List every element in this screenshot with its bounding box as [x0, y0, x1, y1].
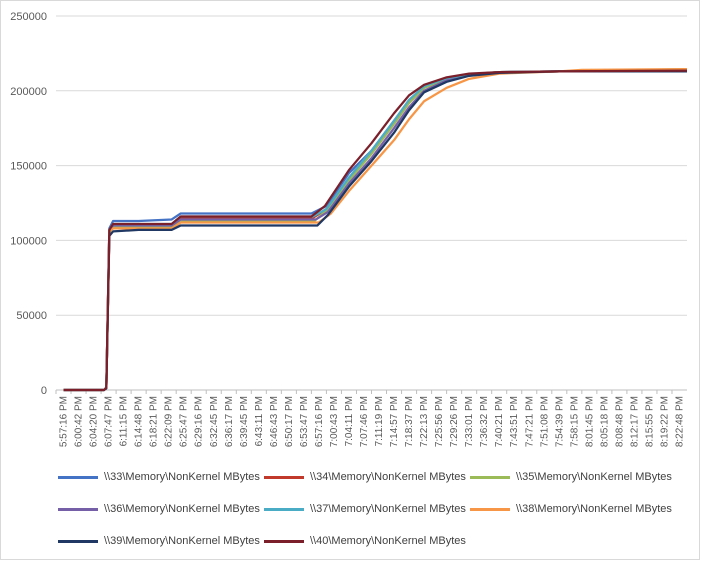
y-tick-label: 0 [41, 385, 47, 397]
x-tick-label: 6:43:11 PM [254, 396, 265, 446]
legend-item: \\36\Memory\NonKernel MBytes [58, 501, 260, 517]
x-tick-label: 6:07:47 PM [104, 396, 115, 447]
x-tick-label: 8:05:18 PM [599, 396, 610, 447]
legend-swatch [58, 507, 98, 511]
legend-item: \\39\Memory\NonKernel MBytes [58, 533, 260, 549]
x-tick-label: 7:47:21 PM [524, 396, 535, 447]
y-tick-label: 50000 [16, 310, 47, 322]
x-tick-label: 7:18:37 PM [404, 396, 415, 447]
y-tick-label: 250000 [10, 11, 47, 23]
x-tick-label: 6:11:15 PM [119, 396, 130, 446]
legend-label: \\35\Memory\NonKernel MBytes [516, 471, 672, 483]
x-tick-label: 6:39:45 PM [239, 396, 250, 447]
x-tick-label: 6:53:47 PM [299, 396, 310, 447]
y-axis-ticks: 250000 200000 150000 100000 50000 0 [10, 11, 47, 397]
x-tick-label: 7:43:51 PM [509, 396, 520, 447]
x-tick-label: 7:58:15 PM [569, 396, 580, 447]
x-tick-label: 7:07:46 PM [359, 396, 370, 447]
x-tick-label: 7:14:57 PM [389, 396, 400, 447]
legend-swatch [264, 475, 304, 479]
x-tick-label: 6:32:45 PM [209, 396, 220, 447]
x-tick-label: 7:33:01 PM [464, 396, 475, 447]
legend-label: \\33\Memory\NonKernel MBytes [104, 471, 260, 483]
x-tick-label: 6:46:43 PM [269, 396, 280, 447]
x-tick-label: 8:01:45 PM [584, 396, 595, 447]
x-tick-label: 7:51:08 PM [539, 396, 550, 447]
y-tick-label: 150000 [10, 161, 47, 173]
x-tick-label: 7:29:26 PM [449, 396, 460, 447]
x-tick-label: 8:15:55 PM [644, 396, 655, 447]
x-tick-label: 7:11:19 PM [374, 396, 385, 446]
legend-swatch [58, 475, 98, 479]
legend-swatch [470, 475, 510, 479]
x-tick-label: 6:18:21 PM [149, 396, 160, 447]
x-tick-label: 6:04:20 PM [89, 396, 100, 447]
legend-item: \\33\Memory\NonKernel MBytes [58, 469, 260, 485]
x-tick-label: 7:04:11 PM [344, 396, 355, 446]
legend-swatch [58, 539, 98, 543]
x-tick-label: 6:25:47 PM [179, 396, 190, 447]
legend-label: \\36\Memory\NonKernel MBytes [104, 503, 260, 515]
series-line-8 [63, 69, 688, 392]
legend-label: \\40\Memory\NonKernel MBytes [310, 535, 466, 547]
y-tick-label: 100000 [10, 235, 47, 247]
x-tick-label: 6:57:16 PM [314, 396, 325, 447]
legend-label: \\34\Memory\NonKernel MBytes [310, 471, 466, 483]
legend-item: \\34\Memory\NonKernel MBytes [264, 469, 466, 485]
x-tick-label: 8:19:22 PM [659, 396, 670, 447]
series-line-7 [63, 70, 687, 392]
legend-swatch [264, 507, 304, 511]
x-axis-ticks: 5:57:16 PM 6:00:42 PM 6:04:20 PM 6:07:47 PM… [55, 390, 685, 447]
legend-label: \\37\Memory\NonKernel MBytes [310, 503, 466, 515]
legend-label: \\38\Memory\NonKernel MBytes [516, 503, 672, 515]
legend-item: \\37\Memory\NonKernel MBytes [264, 501, 466, 517]
legend-swatch [470, 507, 510, 511]
legend-label: \\39\Memory\NonKernel MBytes [104, 535, 260, 547]
x-tick-label: 7:00:43 PM [329, 396, 340, 447]
legend-swatch [264, 539, 304, 543]
x-tick-label: 7:40:21 PM [494, 396, 505, 447]
x-tick-label: 6:36:17 PM [224, 396, 235, 447]
y-tick-label: 200000 [10, 86, 47, 98]
legend-item: \\38\Memory\NonKernel MBytes [470, 501, 672, 517]
series-lines [63, 67, 688, 392]
x-tick-label: 7:36:32 PM [479, 396, 490, 447]
x-tick-label: 6:00:42 PM [74, 396, 85, 447]
legend-item: \\40\Memory\NonKernel MBytes [264, 533, 466, 549]
x-tick-label: 6:14:48 PM [134, 396, 145, 447]
x-tick-label: 6:29:16 PM [194, 396, 205, 447]
x-tick-label: 8:08:48 PM [614, 396, 625, 447]
x-tick-label: 7:22:13 PM [419, 396, 430, 447]
x-tick-label: 6:50:17 PM [284, 396, 295, 447]
x-tick-label: 7:54:39 PM [554, 396, 565, 447]
x-tick-label: 8:12:17 PM [629, 396, 640, 447]
legend-item: \\35\Memory\NonKernel MBytes [470, 469, 672, 485]
x-tick-label: 8:22:48 PM [674, 396, 685, 447]
x-tick-label: 7:25:56 PM [434, 396, 445, 447]
x-tick-label: 5:57:16 PM [59, 396, 70, 447]
x-tick-label: 6:22:09 PM [164, 396, 175, 447]
